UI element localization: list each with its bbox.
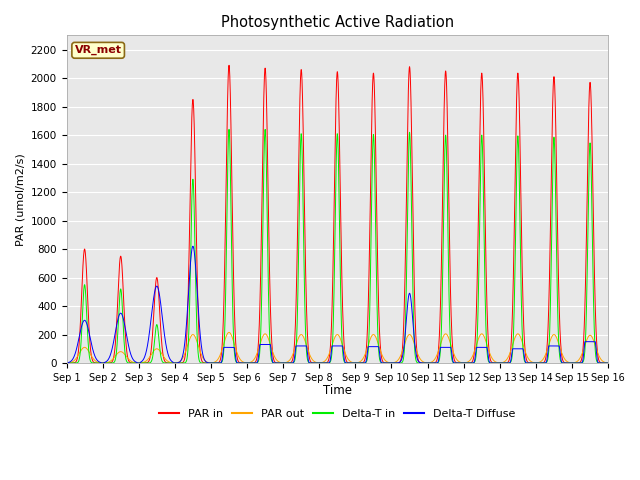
Delta-T in (225, 127, 233, 132)
PAR out (459, 360, 467, 366)
PAR out (490, 357, 497, 363)
Y-axis label: PAR (umol/m2/s): PAR (umol/m2/s) (15, 153, 25, 246)
Delta-T Diffuse (459, 360, 467, 366)
Delta-T in (459, 360, 467, 366)
Delta-T Diffuse (160, 327, 168, 333)
Title: Photosynthetic Active Radiation: Photosynthetic Active Radiation (221, 15, 454, 30)
PAR out (160, 354, 168, 360)
Delta-T Diffuse (317, 360, 325, 366)
PAR in (160, 356, 168, 361)
Line: Delta-T Diffuse: Delta-T Diffuse (67, 246, 608, 363)
Delta-T in (429, 360, 436, 366)
Delta-T in (160, 360, 168, 366)
PAR out (225, 330, 233, 336)
Text: VR_met: VR_met (75, 45, 122, 55)
PAR in (490, 360, 497, 366)
PAR in (604, 360, 612, 366)
Delta-T Diffuse (604, 360, 612, 366)
Delta-T in (63, 360, 70, 366)
Line: PAR out: PAR out (67, 333, 608, 363)
PAR out (63, 360, 70, 366)
Delta-T Diffuse (189, 243, 196, 249)
Legend: PAR in, PAR out, Delta-T in, Delta-T Diffuse: PAR in, PAR out, Delta-T in, Delta-T Dif… (155, 404, 520, 423)
X-axis label: Time: Time (323, 384, 352, 397)
Delta-T in (490, 360, 497, 366)
PAR in (459, 360, 467, 366)
PAR in (604, 360, 611, 366)
Delta-T in (317, 360, 325, 366)
Delta-T Diffuse (63, 360, 70, 366)
PAR out (604, 360, 611, 366)
Delta-T Diffuse (604, 360, 611, 366)
Line: PAR in: PAR in (67, 65, 608, 363)
Delta-T Diffuse (429, 360, 436, 366)
Line: Delta-T in: Delta-T in (67, 130, 608, 363)
PAR out (429, 359, 436, 364)
PAR out (604, 360, 612, 366)
Delta-T in (604, 360, 612, 366)
PAR in (317, 360, 325, 366)
Delta-T Diffuse (490, 360, 497, 366)
PAR in (225, 62, 233, 68)
PAR in (63, 360, 70, 366)
PAR out (317, 360, 325, 366)
PAR in (429, 360, 436, 366)
Delta-T in (604, 360, 611, 366)
